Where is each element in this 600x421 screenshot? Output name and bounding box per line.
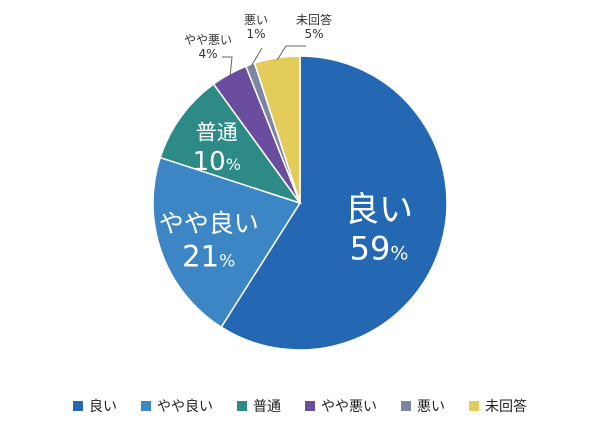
legend-item-1: 良い	[73, 396, 117, 416]
slice-3-name-label: 普通	[196, 120, 238, 144]
slice-5-leader-line	[250, 47, 263, 67]
slice-1-name-label: 良い	[345, 190, 413, 230]
legend-label-3: 普通	[253, 399, 281, 415]
slice-1	[220, 55, 448, 351]
legend-item-4: やや悪い	[305, 396, 377, 416]
legend-swatch-1	[73, 401, 83, 411]
slice-4-name-label: やや悪い	[184, 33, 232, 47]
slice-3-value-label: 10%	[193, 147, 241, 177]
legend-label-1: 良い	[89, 399, 117, 415]
legend-swatch-2	[141, 401, 151, 411]
legend-label-5: 悪い	[417, 399, 445, 415]
slice-5-name-label: 悪い	[244, 13, 268, 27]
legend-label-2: やや良い	[157, 399, 213, 415]
slice-4-leader-line	[222, 56, 233, 76]
legend-label-6: 未回答	[485, 399, 527, 415]
legend: 良い やや良い 普通 やや悪い 悪い 未回答	[0, 394, 600, 418]
legend-item-2: やや良い	[141, 396, 213, 416]
legend-label-4: やや悪い	[321, 399, 377, 415]
legend-item-6: 未回答	[469, 396, 527, 416]
legend-swatch-3	[237, 401, 247, 411]
slice-4-value-label: 4%	[198, 47, 217, 61]
slice-2-value-label: 21%	[182, 239, 235, 273]
slice-2-name-label: やや良い	[159, 209, 259, 238]
legend-swatch-6	[469, 401, 479, 411]
slice-2	[152, 156, 302, 329]
slice-5-value-label: 1%	[246, 27, 265, 41]
legend-swatch-4	[305, 401, 315, 411]
leader-lines	[222, 45, 306, 76]
slice-1-value-label: 59%	[350, 230, 409, 268]
pie-slices	[152, 55, 448, 351]
slice-6	[253, 55, 301, 204]
slice-6-value-label: 5%	[304, 27, 323, 41]
legend-item-5: 悪い	[401, 396, 445, 416]
legend-item-3: 普通	[237, 396, 281, 416]
legend-swatch-5	[401, 401, 411, 411]
slice-3	[159, 83, 302, 205]
slice-6-leader-line	[276, 45, 306, 61]
slice-6-name-label: 未回答	[296, 12, 332, 27]
